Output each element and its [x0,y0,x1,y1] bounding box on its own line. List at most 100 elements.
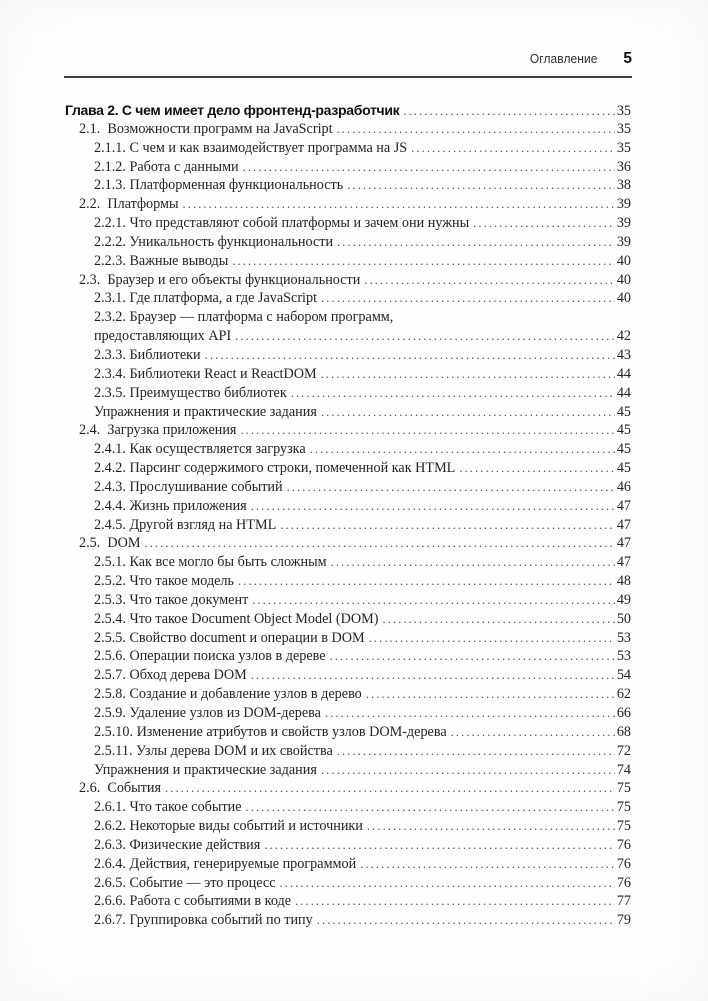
dot-leader [183,195,615,214]
dot-leader [382,610,614,629]
toc-entry: 2.5.2. Что такое модель 48 [65,572,631,591]
toc-entry-page: 53 [616,629,631,646]
toc-entry: 2.2.1. Что представляют собой платформы … [65,214,631,233]
toc-entry-page: 50 [616,610,631,627]
toc-entry-page: 35 [616,103,631,119]
toc-entry: 2.5.1. Как все могло бы быть сложным 47 [65,553,631,572]
toc-entry-label: 2.6.1. Что такое событие [94,799,242,816]
toc-entry-page: 68 [616,723,631,740]
dot-leader [325,704,615,723]
dot-leader [252,591,615,610]
dot-leader [403,102,614,121]
page-header: Оглавление 5 [64,50,632,68]
toc-entry: 2.6.1. Что такое событие 75 [65,798,631,817]
dot-leader [291,384,615,403]
toc-entry-label: 2.2. Платформы [79,196,179,213]
toc-entry-label: 2.5.11. Узлы дерева DOM и их свойства [94,742,333,759]
toc-entry-label: 2.2.3. Важные выводы [94,252,229,269]
header-page-number: 5 [623,50,632,67]
toc-entry-label: 2.5. DOM [79,535,141,552]
toc-entry: 2.3.3. Библиотеки 43 [65,346,631,365]
dot-leader [366,685,615,704]
toc-entry-label: 2.6.7. Группировка событий по типу [94,912,313,929]
toc-entry-page: 49 [616,591,631,608]
toc-entry-page: 36 [616,158,631,175]
dot-leader [347,176,615,195]
dot-leader [337,233,615,252]
toc-entry-label: 2.4.3. Прослушивание событий [94,478,283,495]
toc-entry-label: 2.5.10. Изменение атрибутов и свойств уз… [94,723,447,740]
toc-entry: 2.3.1. Где платформа, а где JavaScript 4… [65,289,631,308]
dot-leader [331,553,615,572]
dot-leader [321,761,615,780]
toc-entry-page: 35 [616,139,631,156]
toc-entry-label: 2.6. События [79,780,162,797]
toc-entry-page: 38 [616,177,631,194]
toc-entry: 2.4.5. Другой взгляд на HTML 47 [65,516,631,535]
dot-leader [451,723,615,742]
toc-entry-label: 2.2.1. Что представляют собой платформы … [94,215,470,232]
toc-entry: 2.4. Загрузка приложения 45 [65,421,631,440]
toc-entry: 2.5. DOM 47 [65,534,631,553]
toc-entry-page: 66 [616,705,631,721]
toc-entry-page: 46 [616,478,631,495]
toc-entry: 2.5.6. Операции поиска узлов в дереве 53 [65,647,631,666]
toc-entry: 2.1.1. С чем и как взаимодействует прогр… [65,139,631,158]
toc-entry: 2.3. Браузер и его объекты функционально… [65,271,631,290]
dot-leader [264,836,615,855]
toc-entry-page: 79 [616,912,631,929]
toc-entry: Упражнения и практические задания 74 [65,761,631,780]
toc-entry-page: 74 [616,761,631,778]
toc-entry-label: 2.4.5. Другой взгляд на HTML [94,516,277,533]
toc-entry: 2.5.11. Узлы дерева DOM и их свойства 72 [65,742,631,761]
toc-entry-label: 2.4.2. Парсинг содержимого строки, помеч… [94,460,456,477]
dot-leader [411,139,615,158]
toc-entry-page: 40 [616,290,631,307]
dot-leader [243,158,615,177]
dot-leader [165,779,615,798]
toc-entry-page: 44 [616,384,631,401]
toc-entry-label: 2.1.2. Работа с данными [94,158,239,175]
toc-entry-page: 48 [616,573,631,590]
toc-entry: 2.2. Платформы 39 [65,195,631,214]
dot-leader [364,271,614,290]
toc-entry-label: 2.5.1. Как все могло бы быть сложным [94,554,327,571]
toc-entry: 2.4.1. Как осуществляется загрузка 45 [65,440,631,459]
dot-leader [321,365,615,384]
toc-entry: 2.4.3. Прослушивание событий 46 [65,478,631,497]
toc-entry-label: 2.5.2. Что такое модель [94,573,235,590]
toc-entry-label: 2.5.5. Свойство document и операции в DO… [94,629,365,646]
toc-entry: предоставляющих API 42 [65,327,631,346]
toc-entry-label: 2.1.3. Платформенная функциональность [94,177,344,194]
toc-entry-page: 76 [616,874,631,891]
toc-entry: 2.6.3. Физические действия 76 [65,836,631,855]
toc-entry: Глава 2. С чем имеет дело фронтенд-разра… [65,101,631,120]
toc-entry: 2.6.7. Группировка событий по типу 79 [65,911,631,930]
dot-leader [337,742,615,761]
toc-entry: 2.6.6. Работа с событиями в коде 77 [65,892,631,911]
dot-leader [367,817,615,836]
dot-leader [144,534,614,553]
dot-leader [240,421,614,440]
toc-entry: 2.2.3. Важные выводы 40 [65,252,631,271]
toc-entry-page: 39 [616,233,631,250]
toc-entry-page: 54 [616,667,631,684]
toc-entry-page: 47 [616,554,631,571]
toc-entry-page: 40 [616,252,631,269]
toc-entry-label: 2.5.6. Операции поиска узлов в дереве [94,648,326,665]
toc-list: Глава 2. С чем имеет дело фронтенд-разра… [65,101,631,930]
toc-entry: 2.3.5. Преимущество библиотек 44 [65,384,631,403]
toc-entry-page: 35 [616,120,631,137]
toc-entry-page: 45 [616,403,631,420]
dot-leader [321,403,615,422]
dot-leader [287,478,615,497]
dot-leader [232,252,615,271]
toc-entry-page: 40 [616,271,631,288]
toc-entry-label: 2.4. Загрузка приложения [79,422,237,439]
dot-leader [251,497,615,516]
toc-entry-page: 47 [616,497,631,514]
toc-entry-page: 39 [616,196,631,213]
toc-entry-page: 77 [616,893,631,910]
toc-entry-label: Упражнения и практические задания [94,761,317,778]
